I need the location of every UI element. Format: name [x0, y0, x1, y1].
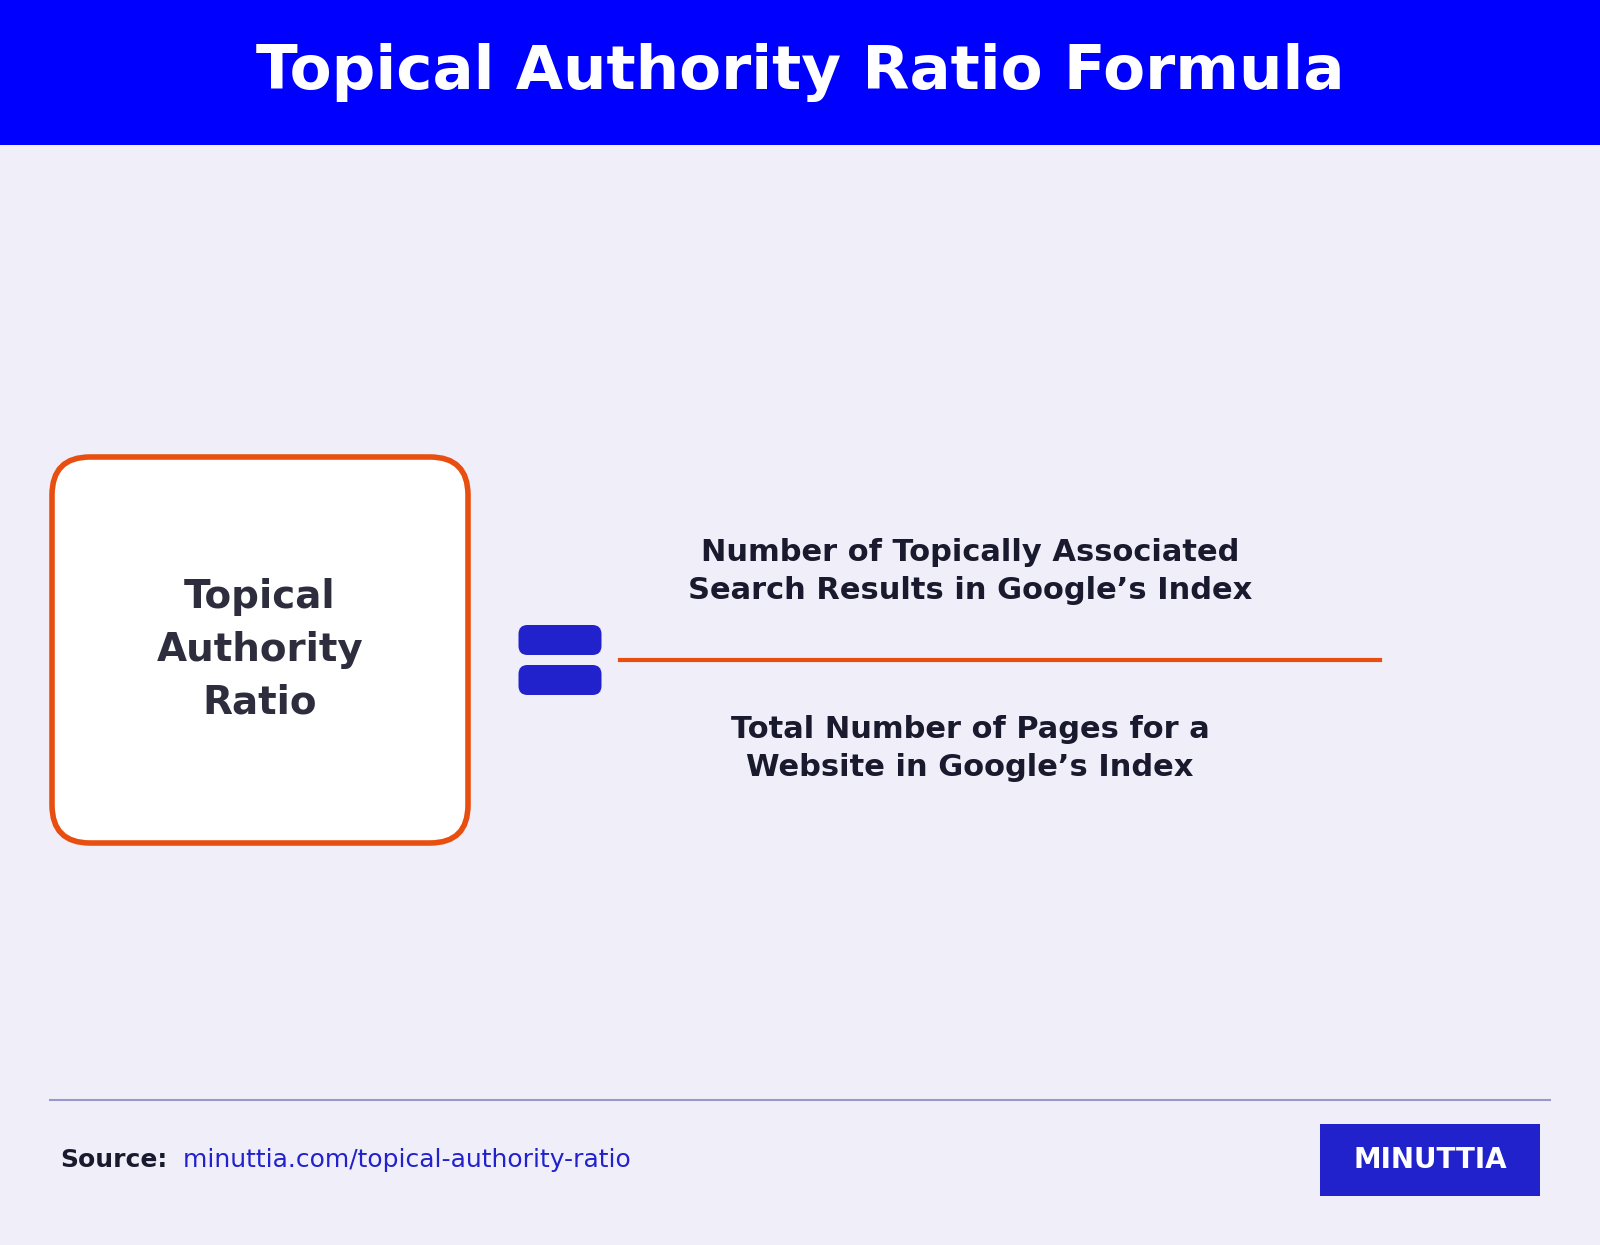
Text: MINUTTIA: MINUTTIA: [1354, 1145, 1507, 1174]
Text: minuttia.com/topical-authority-ratio: minuttia.com/topical-authority-ratio: [174, 1148, 630, 1172]
FancyBboxPatch shape: [0, 0, 1600, 144]
Text: Source:: Source:: [61, 1148, 168, 1172]
Text: Total Number of Pages for a
Website in Google’s Index: Total Number of Pages for a Website in G…: [731, 715, 1210, 782]
FancyBboxPatch shape: [51, 457, 467, 843]
FancyBboxPatch shape: [518, 625, 602, 655]
FancyBboxPatch shape: [1320, 1124, 1539, 1196]
Text: Topical
Authority
Ratio: Topical Authority Ratio: [157, 578, 363, 722]
FancyBboxPatch shape: [518, 665, 602, 695]
Text: Number of Topically Associated
Search Results in Google’s Index: Number of Topically Associated Search Re…: [688, 538, 1253, 605]
Text: Topical Authority Ratio Formula: Topical Authority Ratio Formula: [256, 44, 1344, 102]
